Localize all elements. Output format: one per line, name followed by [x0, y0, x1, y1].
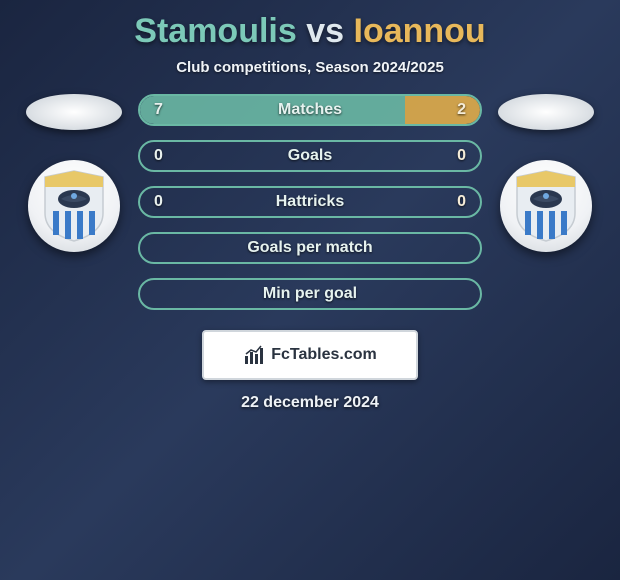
stat-row: 0 0 Goals: [138, 140, 482, 172]
stat-label: Hattricks: [276, 193, 344, 211]
main-row: 7 2 Matches 0 0 Goals 0 0 Hattricks Goals per mat…: [0, 94, 620, 310]
left-side: [24, 94, 124, 252]
player2-club-badge: [500, 160, 592, 252]
player2-avatar: [498, 94, 594, 130]
stat-label: Goals: [288, 147, 332, 165]
stat-value-right: 0: [457, 147, 466, 165]
player1-avatar: [26, 94, 122, 130]
subtitle: Club competitions, Season 2024/2025: [176, 59, 444, 76]
page-title: Stamoulis vs Ioannou: [134, 12, 485, 51]
player1-club-badge: [28, 160, 120, 252]
date-text: 22 december 2024: [241, 394, 379, 412]
right-side: [496, 94, 596, 252]
stat-bar-left: [140, 96, 405, 124]
stat-label: Min per goal: [263, 285, 357, 303]
comparison-card: Stamoulis vs Ioannou Club competitions, …: [0, 0, 620, 412]
stat-row: Goals per match: [138, 232, 482, 264]
player2-name: Ioannou: [354, 12, 486, 50]
brand-chart-icon: [243, 344, 265, 366]
stat-label: Goals per match: [247, 239, 372, 257]
stats-column: 7 2 Matches 0 0 Goals 0 0 Hattricks Goals per mat…: [138, 94, 482, 310]
club-shield-icon: [515, 169, 577, 243]
club-shield-icon: [43, 169, 105, 243]
stat-value-right: 0: [457, 193, 466, 211]
brand-text: FcTables.com: [271, 346, 377, 364]
stat-value-right: 2: [457, 101, 466, 119]
stat-row: Min per goal: [138, 278, 482, 310]
stat-bar-right: [405, 96, 480, 124]
stat-row: 7 2 Matches: [138, 94, 482, 126]
title-separator: vs: [306, 12, 344, 50]
brand-box[interactable]: FcTables.com: [202, 330, 418, 380]
stat-value-left: 0: [154, 193, 163, 211]
stat-row: 0 0 Hattricks: [138, 186, 482, 218]
stat-value-left: 0: [154, 147, 163, 165]
stat-value-left: 7: [154, 101, 163, 119]
player1-name: Stamoulis: [134, 12, 296, 50]
stat-label: Matches: [278, 101, 342, 119]
